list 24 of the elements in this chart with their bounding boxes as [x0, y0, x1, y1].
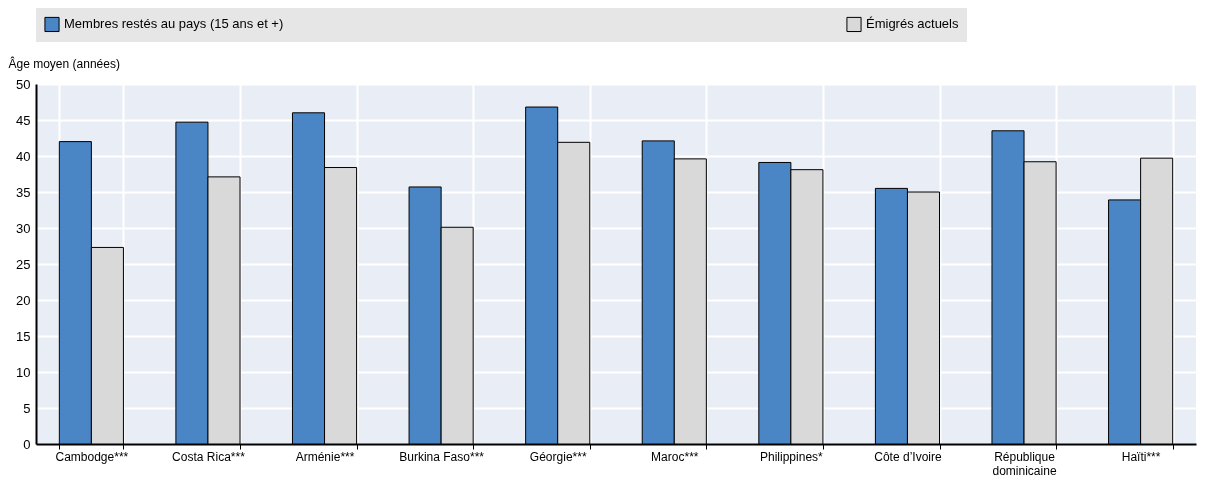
- x-tick-label: Côte d’Ivoire: [874, 449, 942, 464]
- x-tick-label: Costa Rica***: [172, 449, 246, 464]
- y-tick-label: 35: [16, 184, 31, 200]
- y-axis-title: Âge moyen (années): [8, 55, 120, 71]
- x-tick-label: République dominicaine: [992, 449, 1057, 478]
- legend-label: Émigrés actuels: [866, 16, 959, 32]
- x-tick-label: Cambodge***: [55, 449, 129, 464]
- y-tick-label: 5: [23, 400, 31, 416]
- x-tick-label: Arménie***: [295, 449, 355, 464]
- y-tick-label: 40: [16, 148, 31, 164]
- x-tick-label: Haïti***: [1121, 449, 1161, 464]
- y-tick-label: 50: [16, 76, 31, 92]
- x-tick-label: Burkina Faso***: [399, 449, 485, 464]
- x-tick-label: Maroc***: [651, 449, 699, 464]
- y-tick-label: 10: [16, 364, 31, 380]
- y-tick-label: 45: [16, 112, 31, 128]
- x-tick-label: Philippines*: [760, 449, 824, 464]
- y-tick-label: 30: [16, 220, 31, 236]
- y-tick-label: 25: [16, 256, 31, 272]
- legend-label: Membres restés au pays (15 ans et +): [64, 16, 284, 32]
- x-tick-label: Géorgie***: [529, 449, 587, 464]
- y-tick-label: 15: [16, 328, 31, 344]
- y-tick-label: 0: [23, 436, 31, 452]
- y-tick-label: 20: [16, 292, 31, 308]
